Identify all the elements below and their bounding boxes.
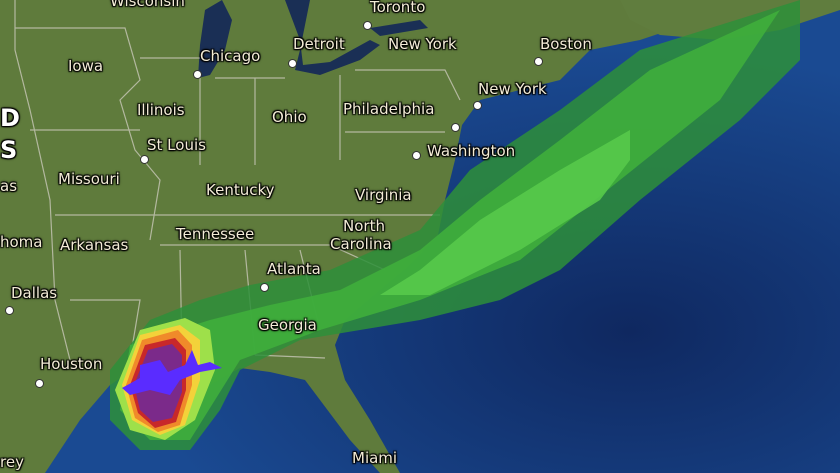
precip-band-2 xyxy=(120,10,780,440)
city-dot-chicago xyxy=(193,70,202,79)
label-missouri: Missouri xyxy=(58,170,120,188)
label-new-york-city: New York xyxy=(478,80,547,98)
label-tennessee: Tennessee xyxy=(176,225,255,243)
label-ohio: Ohio xyxy=(272,108,307,126)
label-oklahoma: homa xyxy=(0,233,43,251)
label-north-carolina-line2: Carolina xyxy=(330,235,392,253)
label-arkansas: Arkansas xyxy=(60,236,129,254)
label-toronto: Toronto xyxy=(370,0,426,16)
label-georgia: Georgia xyxy=(258,316,317,334)
city-dot-st-louis xyxy=(140,155,149,164)
label-st-louis: St Louis xyxy=(147,136,206,154)
label-miami: Miami xyxy=(352,449,398,467)
label-iowa: Iowa xyxy=(68,57,104,75)
label-boston: Boston xyxy=(540,35,592,53)
label-united-states-s: S xyxy=(0,136,18,164)
lake-michigan xyxy=(198,0,232,78)
label-atlanta: Atlanta xyxy=(267,260,321,278)
city-dot-toronto xyxy=(363,21,372,30)
label-dallas: Dallas xyxy=(11,284,58,302)
precip-band-9 xyxy=(122,350,222,395)
city-dot-dallas xyxy=(5,306,14,315)
label-virginia: Virginia xyxy=(355,186,412,204)
city-dot-houston xyxy=(35,379,44,388)
precip-band-3 xyxy=(380,130,630,295)
label-washington: Washington xyxy=(427,142,516,160)
label-illinois: Illinois xyxy=(137,101,185,119)
label-kentucky: Kentucky xyxy=(206,181,275,199)
label-houston: Houston xyxy=(40,355,103,373)
label-philadelphia: Philadelphia xyxy=(343,100,435,118)
city-dot-philadelphia xyxy=(451,123,460,132)
city-dot-detroit xyxy=(288,59,297,68)
label-new-york-state: New York xyxy=(388,35,457,53)
label-wisconsin: Wisconsin xyxy=(110,0,185,10)
lake-huron-erie xyxy=(285,0,380,75)
label-chicago: Chicago xyxy=(200,47,261,65)
lake-ontario xyxy=(370,20,428,36)
label-detroit: Detroit xyxy=(293,35,345,53)
label-united-states-d: D xyxy=(0,104,20,132)
city-dot-new-york xyxy=(473,101,482,110)
label-monterrey: rey xyxy=(0,453,24,471)
precipitation-swath xyxy=(110,0,800,450)
city-dot-atlanta xyxy=(260,283,269,292)
city-dot-washington xyxy=(412,151,421,160)
label-north-carolina-line1: North xyxy=(343,217,385,235)
label-kansas: as xyxy=(0,177,18,195)
city-dot-boston xyxy=(534,57,543,66)
